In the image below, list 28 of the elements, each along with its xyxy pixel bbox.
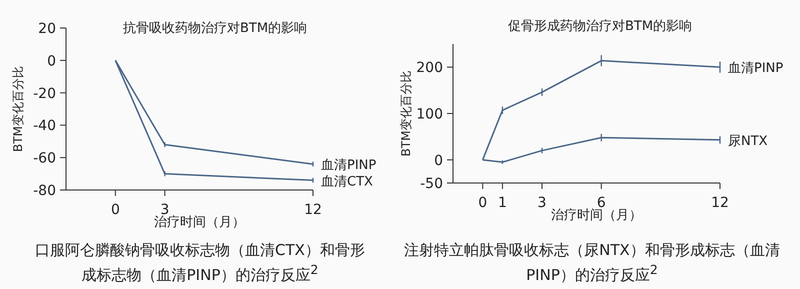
series-label: 血清PINP <box>728 61 784 76</box>
y-tick-label: 20 <box>38 21 56 37</box>
y-tick-label: -60 <box>33 150 56 167</box>
series-label: 尿NTX <box>728 134 768 149</box>
y-axis-title: BTM变化百分比 <box>11 66 25 152</box>
series-label: 血清PINP <box>321 158 376 174</box>
y-tick-label: -80 <box>33 183 56 199</box>
series-label: 血清CTX <box>321 174 374 190</box>
text: 注射特立帕肽骨吸收标志（尿NTX）和骨形成标志（血清PINP）的治疗反应$^{2}$ <box>403 240 781 285</box>
text: 口服阿仑膦酸钠骨吸收标志物（血清CTX）和骨形成标志物（血清PINP）的治疗反应$^{2}$ <box>34 240 366 285</box>
x-tick-label: 0 <box>478 195 488 211</box>
x-tick-label: 1 <box>498 195 507 211</box>
chart-title: 抗骨吸收药物治疗对BTM的影响 <box>122 21 308 36</box>
chart-title: 促骨形成药物治疗对BTM的影响 <box>508 19 692 34</box>
x-tick-label: 12 <box>304 202 322 218</box>
y-axis-title: BTM变化百分比 <box>399 70 413 156</box>
x-axis-title: 治疗时间（月） <box>154 215 245 230</box>
y-tick-label: 0 <box>434 152 443 169</box>
y-tick-label: 200 <box>416 60 443 76</box>
y-tick-label: 100 <box>416 106 443 122</box>
x-tick-label: 3 <box>538 195 546 211</box>
x-tick-label: 12 <box>711 195 729 211</box>
x-axis-title: 治疗时间（月） <box>551 208 642 223</box>
y-tick-label: -40 <box>33 118 56 134</box>
y-tick-label: -20 <box>33 86 56 102</box>
x-tick-label: 0 <box>110 202 120 218</box>
y-tick-label: -50 <box>420 176 443 192</box>
y-tick-label: 0 <box>47 53 56 70</box>
